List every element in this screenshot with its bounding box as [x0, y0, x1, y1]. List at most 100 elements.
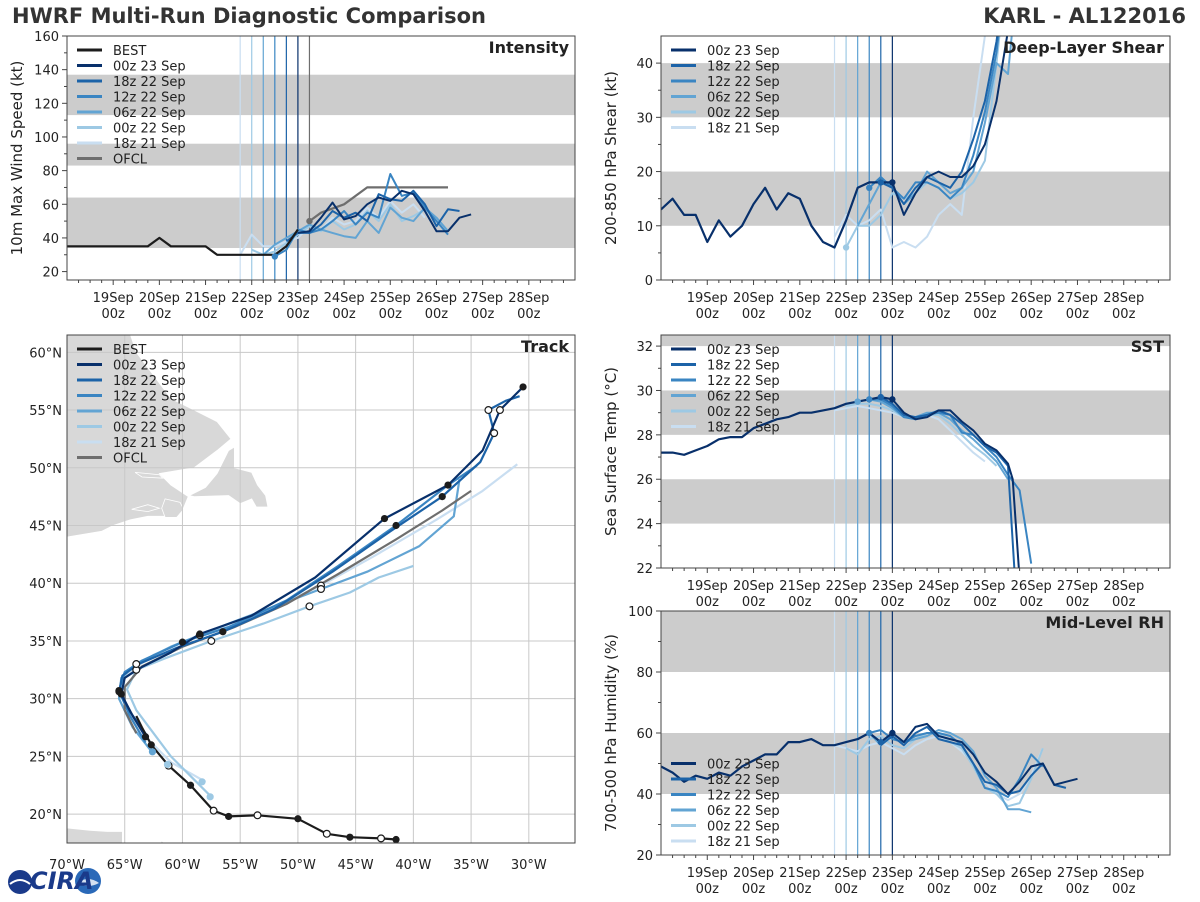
x-tick-label-hour: 00z: [696, 307, 720, 322]
y-tick-label: 40°N: [29, 577, 62, 592]
x-tick-label-date: 27Sep: [1057, 579, 1098, 594]
panel-intensity: 2040608010012014016019Sep00z20Sep00z21Se…: [8, 30, 576, 322]
storm-id: KARL - AL122016: [983, 4, 1186, 28]
x-tick-label-date: 25Sep: [964, 291, 1005, 306]
init-marker-18z-22-sep: [877, 179, 884, 186]
axes-frame: [66, 334, 576, 844]
x-tick-label-date: 20Sep: [139, 291, 180, 306]
x-tick-label-date: 21Sep: [779, 866, 820, 881]
y-tick-label: 30°N: [29, 693, 62, 708]
y-tick-label: 10: [636, 220, 653, 235]
shaded-band: [661, 390, 1170, 435]
series-group: [661, 36, 1013, 251]
legend-label-00z-23-sep: 00z 23 Sep: [707, 758, 780, 773]
x-tick-label-date: 23Sep: [872, 579, 913, 594]
init-marker-12z-22-sep: [866, 729, 873, 737]
init-marker-12z-22-sep: [866, 396, 873, 403]
x-tick-label-hour: 00z: [1019, 595, 1043, 610]
cira-logo: CIRA: [4, 866, 108, 898]
shaded-band: [67, 197, 575, 249]
legend-label-12z-22-sep: 12z 22 Sep: [707, 374, 780, 389]
track-line-00z-22-sep: [125, 564, 414, 798]
x-tick-label: 65°W: [107, 858, 143, 873]
track-point-filled: [392, 835, 400, 843]
x-tick-label-date: 23Sep: [277, 291, 318, 306]
legend-label-06z-22-sep: 06z 22 Sep: [707, 804, 780, 819]
x-tick-label-hour: 00z: [834, 882, 858, 897]
y-tick-label: 80: [42, 165, 59, 180]
x-tick-label-hour: 00z: [1066, 882, 1090, 897]
track-point-open: [484, 406, 493, 415]
series-group: [661, 393, 1033, 568]
panel-title: Mid-Level RH: [1045, 613, 1164, 632]
track-point-filled: [117, 690, 125, 698]
track-map-area: [67, 335, 575, 843]
legend-label-18z-21-sep: 18z 21 Sep: [707, 421, 780, 436]
x-tick-label: 60°W: [165, 858, 201, 873]
y-axis-label: 200-850 hPa Shear (kt): [602, 71, 620, 245]
track-point-filled: [444, 481, 452, 489]
y-tick-label: 45°N: [29, 520, 62, 535]
x-tick-label-date: 23Sep: [872, 866, 913, 881]
x-tick-label: 35°W: [453, 858, 489, 873]
x-tick-label-hour: 00z: [332, 307, 356, 322]
y-tick-label: 26: [636, 473, 653, 488]
x-tick-label-hour: 00z: [742, 595, 766, 610]
series-line-18z-22-sep: [880, 36, 999, 206]
legend-label-06z-22-sep: 06z 22 Sep: [113, 106, 186, 121]
track-point-open: [377, 834, 386, 843]
series-line-best: [67, 228, 299, 256]
legend-label-12z-22-sep: 12z 22 Sep: [113, 91, 186, 106]
track-point-open: [207, 636, 216, 645]
track-point-open: [495, 406, 504, 415]
y-axis-label: 10m Max Wind Speed (kt): [8, 61, 26, 256]
x-tick-label-hour: 00z: [881, 595, 905, 610]
track-start-00z-22-sep: [206, 793, 214, 801]
x-tick-label-hour: 00z: [973, 307, 997, 322]
init-marker-12z-22-sep: [866, 184, 873, 192]
y-tick-label: 55°N: [29, 404, 62, 419]
x-tick-label: 55°W: [222, 858, 258, 873]
x-tick-label-hour: 00z: [1066, 307, 1090, 322]
y-tick-label: 32: [636, 340, 653, 355]
x-tick-label-hour: 00z: [834, 595, 858, 610]
series-line-18z-22-sep: [285, 189, 460, 243]
y-tick-label: 0: [645, 274, 653, 289]
y-tick-label: 100: [628, 605, 653, 620]
y-tick-label: 20: [636, 166, 653, 181]
x-tick-label-date: 20Sep: [733, 579, 774, 594]
x-tick-label-date: 26Sep: [1011, 579, 1052, 594]
track-point-filled: [186, 781, 195, 789]
x-tick-label-date: 22Sep: [231, 291, 272, 306]
init-marker-06z-22-sep: [854, 398, 861, 405]
x-tick-label-hour: 00z: [696, 595, 720, 610]
track-point-filled: [178, 638, 187, 646]
panel-title: Intensity: [489, 38, 570, 57]
x-tick-label-hour: 00z: [1112, 595, 1136, 610]
x-tick-label-date: 26Sep: [416, 291, 457, 306]
x-tick-label-date: 22Sep: [826, 291, 867, 306]
x-tick-label-hour: 00z: [696, 882, 720, 897]
track-point-filled: [196, 630, 204, 638]
panel-track: 70°W 65°W 60°W 55°W 50°W 45°W 40°W 35°W 30°W 20°N…: [29, 334, 576, 873]
y-tick-label: 22: [636, 562, 653, 577]
y-tick-label: 160: [34, 30, 59, 45]
y-tick-label: 20°N: [29, 808, 62, 823]
legend-label-18z-22-sep: 18z 22 Sep: [707, 773, 780, 788]
x-tick-label-date: 28Sep: [1103, 579, 1144, 594]
x-tick-label-hour: 00z: [742, 882, 766, 897]
series-line-06z-22-sep: [857, 729, 1032, 814]
x-tick-label-date: 28Sep: [1103, 291, 1144, 306]
legend-label-18z-22-sep: 18z 22 Sep: [707, 359, 780, 374]
x-tick-label-hour: 00z: [1112, 882, 1136, 897]
land-mass: [67, 335, 232, 538]
y-tick-label: 20: [636, 849, 653, 864]
shaded-band: [661, 335, 1170, 347]
x-tick-label-hour: 00z: [927, 307, 951, 322]
x-tick-label-hour: 00z: [973, 882, 997, 897]
land-mass: [161, 498, 185, 518]
x-tick-label-date: 20Sep: [733, 866, 774, 881]
figure-title: HWRF Multi-Run Diagnostic Comparison: [12, 4, 487, 28]
